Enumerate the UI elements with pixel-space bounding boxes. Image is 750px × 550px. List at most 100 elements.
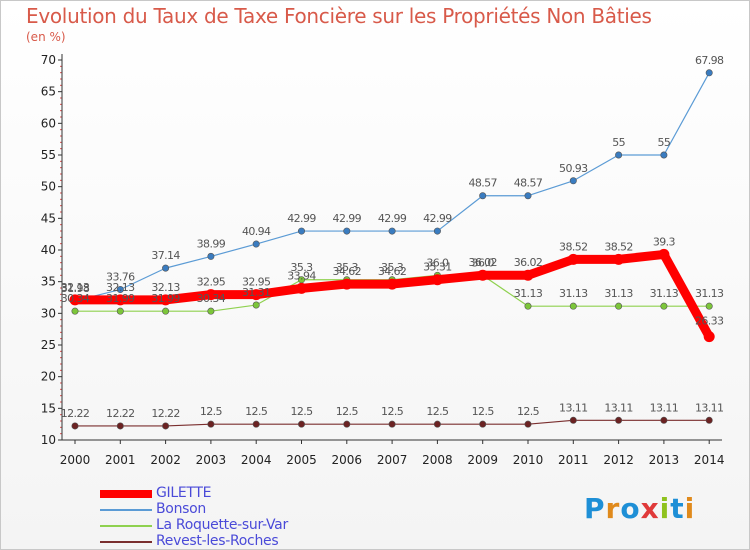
data-point — [207, 420, 215, 428]
data-point — [522, 269, 534, 281]
data-label: 50.93 — [559, 162, 588, 175]
data-point — [252, 420, 260, 428]
data-label: 40.94 — [242, 225, 271, 238]
y-tick-label: 10 — [41, 433, 56, 447]
data-point — [296, 282, 307, 294]
data-label: 34.62 — [378, 265, 407, 278]
y-minor-tick — [60, 110, 62, 112]
y-minor-tick — [60, 116, 62, 118]
y-tick-label: 20 — [41, 370, 56, 384]
data-label: 38.52 — [604, 240, 633, 253]
data-label: 12.5 — [200, 405, 223, 418]
data-label: 32.13 — [151, 281, 180, 294]
data-point — [297, 227, 305, 235]
data-label: 48.57 — [468, 177, 497, 190]
data-label: 55 — [612, 136, 625, 149]
x-tick-label: 2012 — [603, 453, 634, 467]
y-tick-label: 15 — [41, 401, 56, 415]
y-minor-tick — [60, 395, 62, 397]
y-minor-tick — [60, 268, 62, 270]
data-label: 35.3 — [290, 261, 313, 274]
data-point — [705, 416, 713, 424]
data-point — [71, 307, 79, 315]
x-tick-label: 2002 — [150, 453, 181, 467]
data-point — [341, 278, 353, 290]
legend-label: Revest-les-Roches — [156, 533, 279, 549]
y-minor-tick — [60, 78, 62, 80]
y-minor-tick — [60, 103, 62, 105]
data-label: 42.99 — [378, 212, 407, 225]
data-point — [660, 151, 668, 159]
y-tick-label: 50 — [41, 180, 56, 194]
x-tick-label: 2010 — [513, 453, 544, 467]
data-label: 12.22 — [61, 407, 90, 420]
data-label: 12.22 — [151, 407, 180, 420]
data-point — [386, 278, 398, 290]
data-label: 12.5 — [290, 405, 313, 418]
y-minor-tick — [60, 293, 62, 295]
data-point — [433, 420, 441, 428]
logo-letter: x — [640, 492, 660, 525]
logo-letter: i — [684, 492, 696, 525]
data-label: 33.76 — [106, 271, 135, 284]
y-minor-tick — [60, 135, 62, 137]
data-point — [388, 420, 396, 428]
data-label: 67.98 — [695, 54, 724, 67]
y-minor-tick — [60, 255, 62, 257]
y-tick-label: 25 — [41, 338, 56, 352]
y-tick-label: 35 — [41, 275, 56, 289]
data-point — [615, 302, 623, 310]
y-minor-tick — [60, 65, 62, 67]
data-label: 12.5 — [472, 405, 495, 418]
data-point — [116, 307, 124, 315]
data-label: 31.13 — [650, 287, 679, 300]
y-tick-label: 70 — [41, 53, 56, 67]
data-point — [388, 227, 396, 235]
data-point — [71, 422, 79, 430]
data-label: 36.02 — [514, 256, 543, 269]
y-minor-tick — [60, 97, 62, 99]
x-tick-label: 2011 — [558, 453, 589, 467]
data-point — [433, 227, 441, 235]
y-minor-tick — [60, 306, 62, 308]
y-minor-tick — [60, 84, 62, 86]
data-label: 31.98 — [61, 282, 90, 295]
data-point — [524, 302, 532, 310]
logo-letter: r — [605, 492, 621, 525]
y-minor-tick — [60, 331, 62, 333]
data-label: 12.5 — [381, 405, 404, 418]
y-minor-tick — [60, 148, 62, 150]
data-point — [569, 177, 577, 185]
data-point — [705, 302, 713, 310]
y-minor-tick — [60, 262, 62, 264]
data-label: 30.34 — [197, 292, 226, 305]
y-minor-tick — [60, 167, 62, 169]
data-label: 34.62 — [333, 265, 362, 278]
y-minor-tick — [60, 388, 62, 390]
data-label: 36.02 — [468, 256, 497, 269]
data-point — [479, 420, 487, 428]
x-tick-label: 2009 — [467, 453, 498, 467]
x-tick-label: 2013 — [649, 453, 680, 467]
data-label: 35.31 — [423, 261, 452, 274]
data-point — [479, 192, 487, 200]
data-point — [615, 416, 623, 424]
chart-subtitle: (en %) — [26, 30, 66, 44]
x-tick-label: 2005 — [286, 453, 317, 467]
data-point — [116, 422, 124, 430]
y-minor-tick — [60, 433, 62, 435]
y-minor-tick — [60, 236, 62, 238]
data-point — [343, 420, 351, 428]
data-point — [613, 253, 625, 265]
data-point — [69, 294, 81, 306]
y-minor-tick — [60, 338, 62, 340]
y-minor-tick — [60, 274, 62, 276]
data-label: 36.0 — [426, 256, 449, 269]
y-minor-tick — [60, 141, 62, 143]
data-point — [658, 248, 670, 260]
data-point — [116, 286, 124, 294]
data-point — [569, 302, 577, 310]
y-tick-label: 30 — [41, 306, 56, 320]
data-point — [297, 420, 305, 428]
